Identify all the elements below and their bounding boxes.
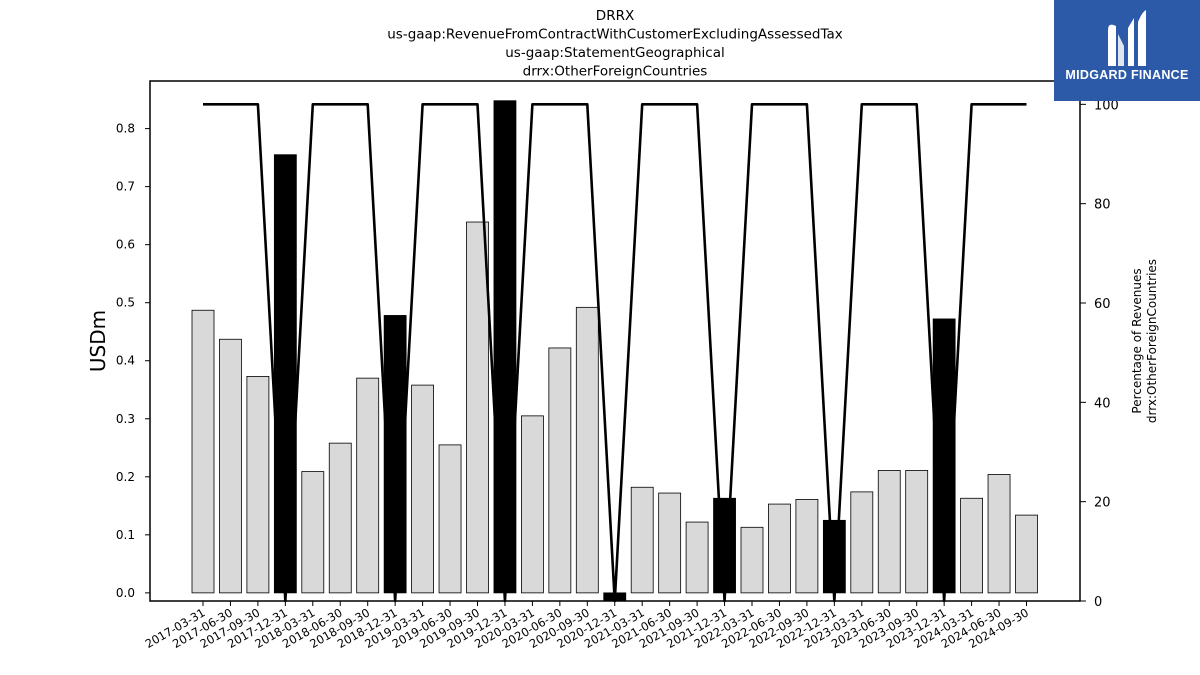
y-tick-label: 0.1 [116, 528, 135, 542]
y-axis-label-left: USDm [86, 310, 110, 372]
bar-highlight [273, 154, 297, 594]
bar [548, 347, 572, 594]
y-tick-label: 0.2 [116, 470, 135, 484]
bar-highlight [493, 100, 517, 594]
y-tick-label: 0.3 [116, 412, 135, 426]
bar [768, 503, 791, 594]
y-right-tick-label: 0 [1094, 595, 1102, 610]
bar [356, 377, 380, 594]
chart-title-line: us-gaap:RevenueFromContractWithCustomerE… [387, 27, 843, 43]
logo: MIDGARD FINANCE [1054, 0, 1200, 101]
bar [795, 499, 819, 594]
bar [685, 521, 709, 594]
bar [877, 470, 901, 594]
y-axis-label-right: Percentage of Revenues drrx:OtherForeignC… [1130, 259, 1159, 423]
y-axis-right: 0 20 40 60 80 100 [1080, 98, 1119, 610]
y-tick-label: 0.5 [116, 296, 135, 310]
chart-title-line: us-gaap:StatementGeographical [505, 45, 724, 61]
bars-group [191, 100, 1038, 602]
y-tick-label: 0.4 [116, 354, 135, 368]
bar [328, 442, 352, 594]
bar [246, 376, 270, 594]
logo-mark-icon [1108, 10, 1146, 67]
bar [301, 471, 325, 594]
bar [850, 491, 874, 594]
percentage-line [203, 103, 1027, 603]
bar [658, 492, 682, 594]
bar [987, 474, 1011, 594]
x-axis: 2017-03-312017-06-302017-09-302017-12-31… [143, 601, 1031, 651]
bar [630, 486, 654, 594]
y-right-tick-label: 100 [1094, 98, 1119, 113]
y-right-tick-label: 60 [1094, 297, 1111, 312]
logo-text: MIDGARD FINANCE [1065, 68, 1189, 82]
y-axis-label-right-line: Percentage of Revenues [1130, 268, 1144, 413]
bar [438, 444, 462, 594]
line-group [203, 103, 1027, 603]
y-tick-label: 0.7 [116, 180, 135, 194]
bar [960, 497, 983, 594]
y-axis-left: 0.0 0.1 0.2 0.3 0.4 0.5 0.6 0.7 0.8 [116, 122, 150, 600]
bar [219, 338, 242, 594]
bar [1015, 514, 1038, 594]
bar [575, 306, 599, 594]
chart-title: DRRX us-gaap:RevenueFromContractWithCusto… [387, 8, 843, 80]
bar [905, 470, 929, 594]
bar [740, 526, 764, 594]
y-tick-label: 0.6 [116, 238, 135, 252]
y-tick-label: 0.8 [116, 122, 135, 136]
y-right-tick-label: 40 [1094, 396, 1111, 411]
y-axis-label-right-line: drrx:OtherForeignCountries [1145, 259, 1159, 423]
y-right-tick-label: 20 [1094, 496, 1111, 511]
bar [191, 309, 215, 594]
bar [411, 384, 435, 594]
bar [521, 415, 544, 594]
chart-title-line: drrx:OtherForeignCountries [523, 64, 708, 80]
chart-title-line: DRRX [596, 8, 634, 24]
bar [466, 221, 489, 594]
y-tick-label: 0.0 [116, 586, 135, 600]
y-right-tick-label: 80 [1094, 198, 1111, 213]
